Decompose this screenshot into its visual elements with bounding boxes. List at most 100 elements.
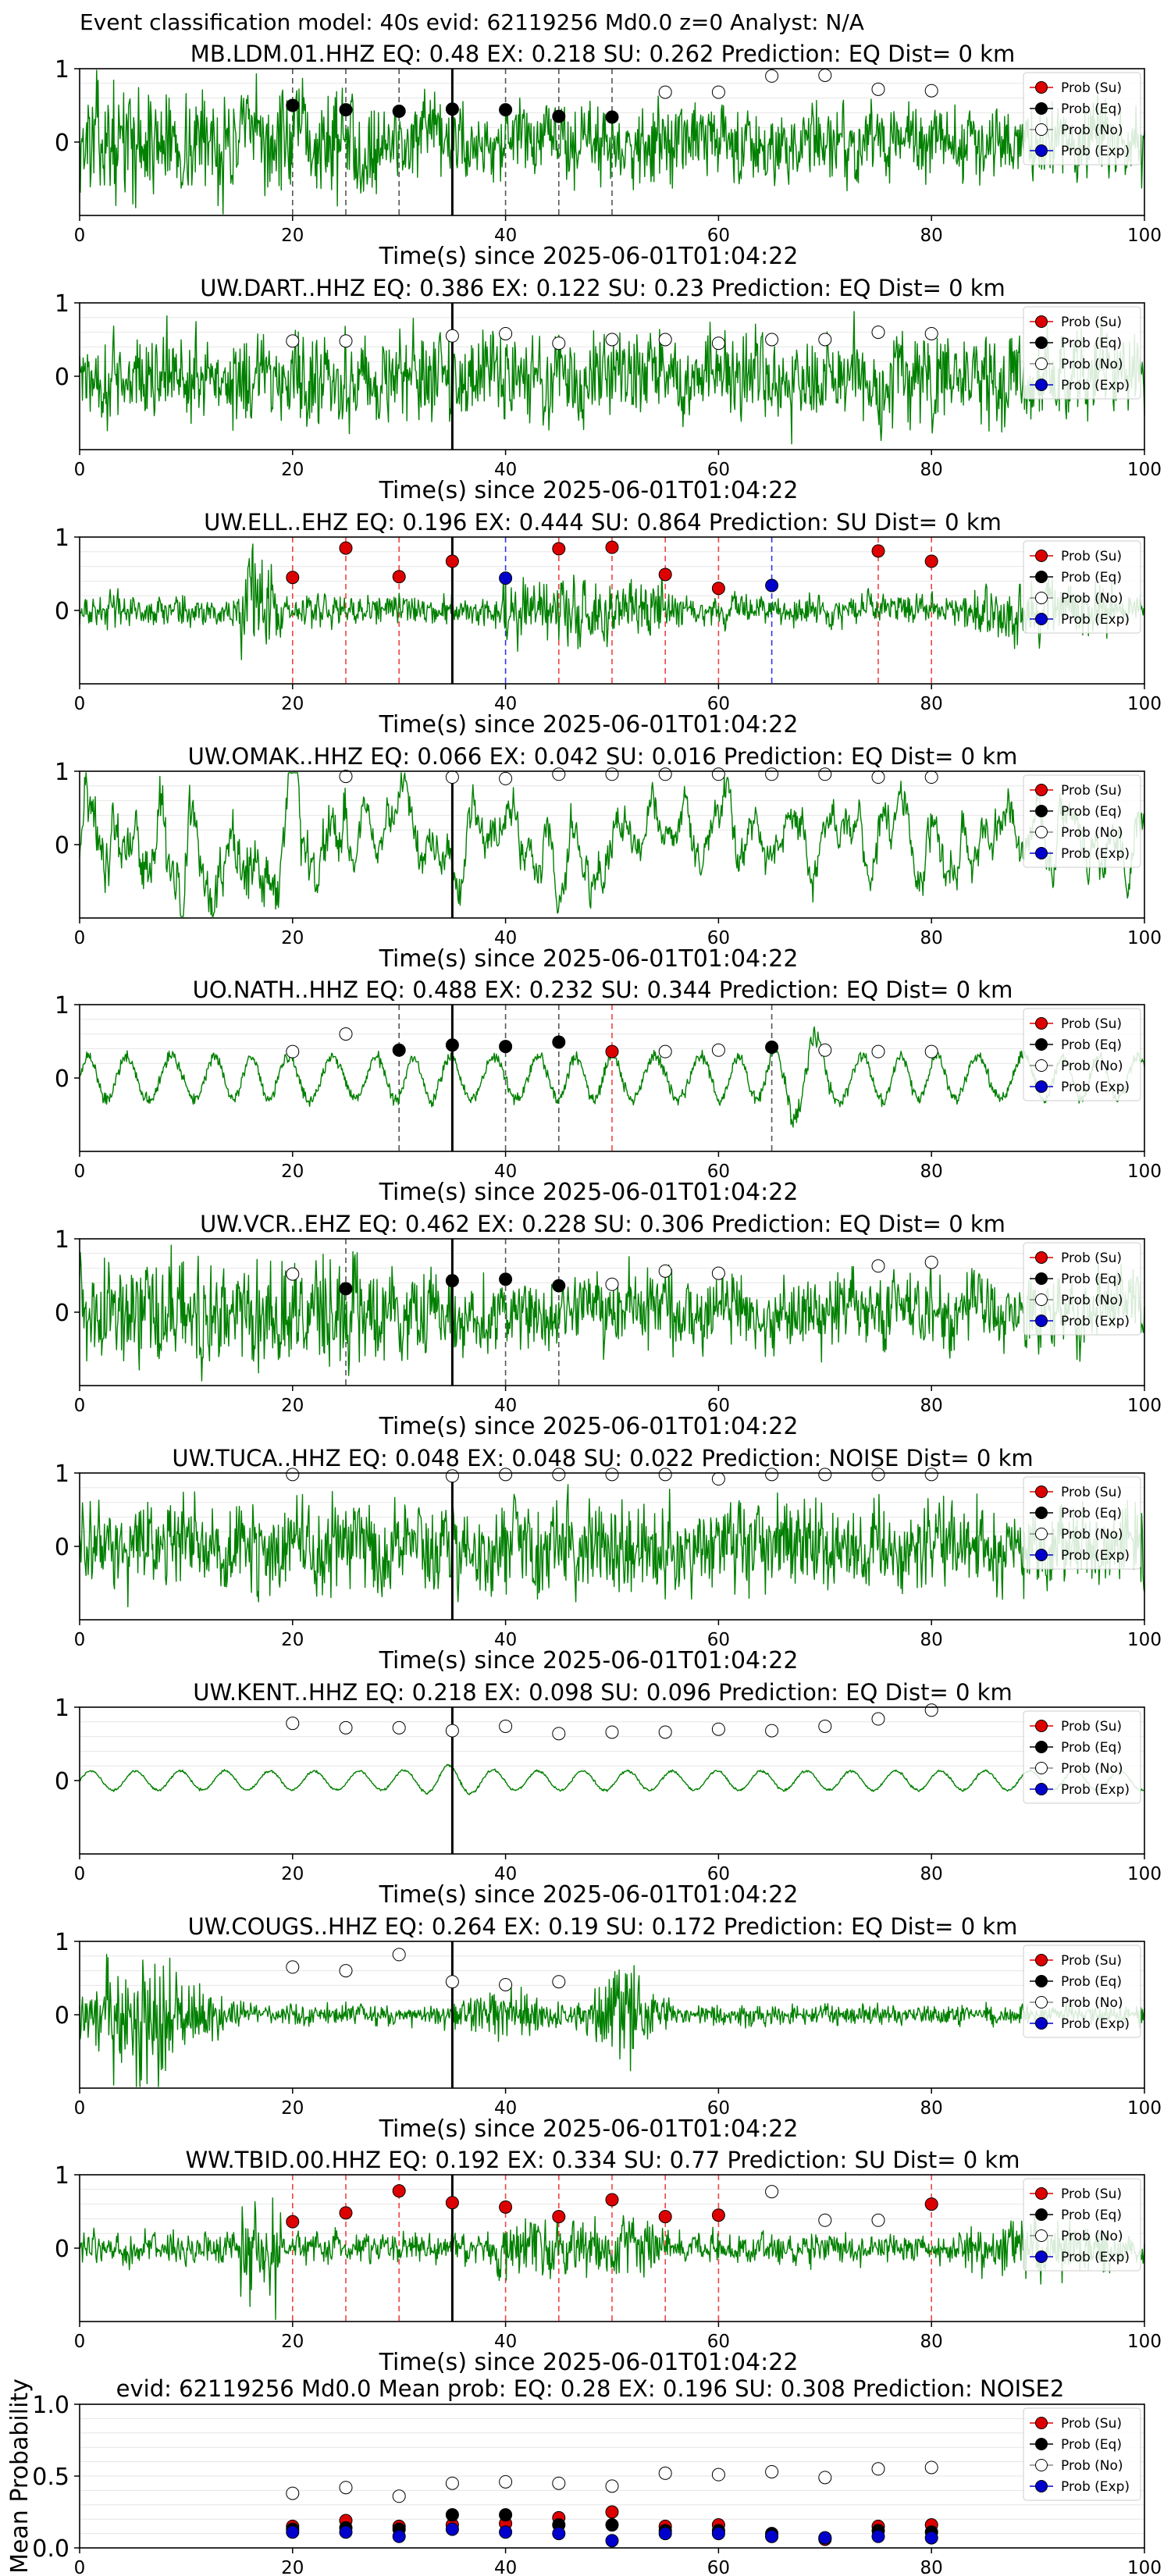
panel-9-xtick-label: 100 <box>1127 2098 1162 2119</box>
panel-6-prob-point-eq <box>552 1279 566 1293</box>
mean-point-exp <box>924 2531 938 2545</box>
panel-6-legend-label-exp: Prob (Exp) <box>1061 1314 1130 1329</box>
panel-4-prob-point-no <box>339 770 353 784</box>
panel-2-prob-point-no <box>658 333 672 347</box>
panel-6-legend-marker-su <box>1035 1251 1048 1264</box>
panel-10-xtick-label: 100 <box>1127 2332 1162 2352</box>
panel-3-legend-box <box>1023 540 1141 634</box>
panel-9-prob-point-no <box>445 1975 459 1989</box>
panel-6-xlabel: Time(s) since 2025-06-01T01:04:22 <box>379 1413 799 1440</box>
panel-10-legend-marker-su <box>1035 2187 1048 2200</box>
panel-5-prob-point-no <box>711 1043 725 1057</box>
panel-1-prob-point-no <box>871 82 885 96</box>
panel-5-prob-point-su <box>605 1044 619 1059</box>
panel-2-prob-point-no <box>286 334 300 348</box>
panel-2-waveform <box>79 311 1145 445</box>
mean-point-exp <box>658 2527 672 2541</box>
panel-3-prob-point-su <box>658 568 672 582</box>
panel-9-ytick-label: 1 <box>55 1929 69 1956</box>
panel-2-prob-point-no <box>818 333 832 347</box>
panel-3-prob-point-su <box>286 571 300 585</box>
panel-4-xtick-label: 80 <box>920 928 943 948</box>
panel-1-legend-label-no: Prob (No) <box>1061 123 1123 138</box>
panel-1-legend-label-su: Prob (Su) <box>1061 80 1122 96</box>
panel-9-prob-point-no <box>286 1960 300 1974</box>
mean-panel-legend-label-eq: Prob (Eq) <box>1061 2437 1122 2453</box>
panel-7: UW.TUCA..HHZ EQ: 0.048 EX: 0.048 SU: 0.0… <box>55 1445 1162 1674</box>
panel-8-prob-point-no <box>711 1722 725 1736</box>
panel-9-legend-label-su: Prob (Su) <box>1061 1953 1122 1969</box>
panel-1-prob-point-eq <box>605 110 619 124</box>
mean-point-exp <box>605 2534 619 2548</box>
panel-6-legend-label-no: Prob (No) <box>1061 1293 1123 1308</box>
panel-5-legend-label-eq: Prob (Eq) <box>1061 1037 1122 1053</box>
panel-7-prob-point-no <box>818 1468 832 1482</box>
panel-10-ytick-label: 1 <box>55 2162 69 2190</box>
panel-5-legend-marker-eq <box>1035 1038 1048 1051</box>
panel-3-xtick-label: 80 <box>920 694 943 714</box>
panel-1-prob-point-no <box>658 85 672 99</box>
panel-4-prob-point-no <box>658 767 672 781</box>
panel-6-prob-point-no <box>871 1259 885 1273</box>
panel-4-legend-label-no: Prob (No) <box>1061 825 1123 841</box>
panel-7-legend-box <box>1023 1476 1141 1570</box>
panel-10-prob-point-su <box>499 2200 513 2214</box>
panel-4-xlabel: Time(s) since 2025-06-01T01:04:22 <box>379 945 799 973</box>
panel-1-prob-point-no <box>818 68 832 82</box>
mean-point-eq <box>605 2518 619 2532</box>
panel-7-xtick-label: 100 <box>1127 1630 1162 1650</box>
panel-3-title: UW.ELL..EHZ EQ: 0.196 EX: 0.444 SU: 0.86… <box>204 509 1002 535</box>
panel-6-legend-marker-no <box>1035 1293 1048 1306</box>
panel-10-title: WW.TBID.00.HHZ EQ: 0.192 EX: 0.334 SU: 0… <box>186 2147 1020 2173</box>
panel-3-legend-marker-no <box>1035 592 1048 604</box>
panel-8-waveform <box>79 1763 1145 1795</box>
panel-9-xtick-label: 20 <box>281 2098 304 2119</box>
figure-title: Event classification model: 40s evid: 62… <box>80 9 864 35</box>
panel-5-xtick-label: 60 <box>707 1162 730 1182</box>
panel-1-xtick-label: 60 <box>707 226 730 246</box>
panel-4-legend-marker-exp <box>1035 847 1048 859</box>
panel-4-ytick-label: 0 <box>55 832 69 859</box>
panel-7-ytick-label: 1 <box>55 1461 69 1488</box>
panel-10-prob-point-su <box>711 2208 725 2222</box>
panel-10-legend-marker-eq <box>1035 2208 1048 2221</box>
panel-5-ytick-label: 1 <box>55 992 69 1019</box>
panel-5-xtick-label: 40 <box>494 1162 517 1182</box>
panel-5-xlabel: Time(s) since 2025-06-01T01:04:22 <box>379 1179 799 1206</box>
panel-2-prob-point-no <box>552 336 566 350</box>
panel-7-waveform <box>79 1484 1145 1608</box>
panel-3: UW.ELL..EHZ EQ: 0.196 EX: 0.444 SU: 0.86… <box>55 509 1162 738</box>
panel-9-legend-label-eq: Prob (Eq) <box>1061 1974 1122 1990</box>
panel-3-waveform <box>79 543 1145 660</box>
panel-1-legend-label-exp: Prob (Exp) <box>1061 144 1130 159</box>
panel-7-xtick-label: 80 <box>920 1630 943 1650</box>
mean-point-exp <box>499 2525 513 2539</box>
panel-2-legend-marker-eq <box>1035 336 1048 349</box>
panel-3-xtick-label: 100 <box>1127 694 1162 714</box>
panel-3-legend-label-eq: Prob (Eq) <box>1061 570 1122 585</box>
panel-8-prob-point-no <box>552 1727 566 1741</box>
panel-6-legend-marker-eq <box>1035 1272 1048 1285</box>
panel-10-prob-point-su <box>392 2184 406 2198</box>
mean-panel-legend-marker-eq <box>1035 2438 1048 2450</box>
panel-8-title: UW.KENT..HHZ EQ: 0.218 EX: 0.098 SU: 0.0… <box>193 1679 1012 1706</box>
panel-7-legend-label-su: Prob (Su) <box>1061 1485 1122 1500</box>
panel-6-ytick-label: 1 <box>55 1226 69 1254</box>
panel-4-ytick-label: 1 <box>55 759 69 786</box>
panel-6-xtick-label: 0 <box>74 1396 86 1416</box>
panel-8-prob-point-no <box>924 1703 938 1717</box>
panel-8-legend-marker-su <box>1035 1720 1048 1732</box>
panel-2-prob-point-no <box>605 333 619 347</box>
panel-2-prob-point-no <box>339 334 353 348</box>
panel-8-xlabel: Time(s) since 2025-06-01T01:04:22 <box>379 1881 799 1909</box>
panel-9-prob-point-no <box>392 1948 406 1962</box>
panel-10-legend-label-su: Prob (Su) <box>1061 2186 1122 2202</box>
panel-9-legend-marker-exp <box>1035 2017 1048 2030</box>
panel-9-xtick-label: 80 <box>920 2098 943 2119</box>
panel-4-prob-point-no <box>818 767 832 781</box>
panel-6-xtick-label: 100 <box>1127 1396 1162 1416</box>
panel-10-prob-point-no <box>871 2213 885 2227</box>
mean-panel-legend-box <box>1023 2407 1141 2501</box>
panel-8-prob-point-no <box>765 1724 779 1738</box>
mean-point-exp <box>552 2527 566 2541</box>
